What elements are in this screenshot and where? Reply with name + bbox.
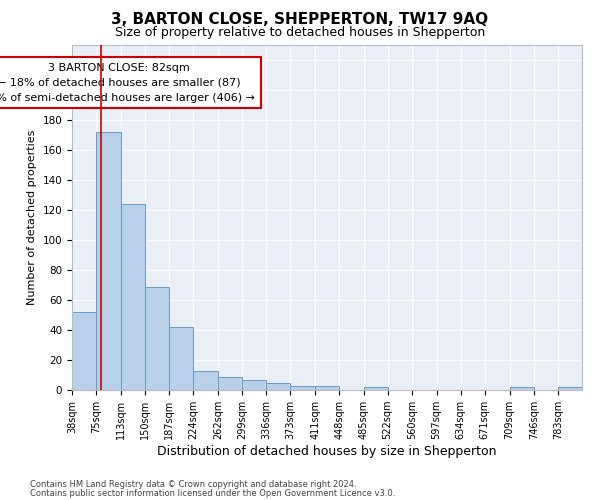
Bar [145, 286, 169, 390]
Bar [558, 387, 582, 390]
Text: Contains HM Land Registry data © Crown copyright and database right 2024.: Contains HM Land Registry data © Crown c… [30, 480, 356, 489]
Y-axis label: Number of detached properties: Number of detached properties [27, 130, 37, 305]
Bar [169, 327, 193, 390]
Bar [96, 132, 121, 390]
Bar [193, 370, 218, 390]
Bar [509, 387, 534, 390]
Text: Contains public sector information licensed under the Open Government Licence v3: Contains public sector information licen… [30, 488, 395, 498]
Bar [266, 382, 290, 390]
Bar [242, 380, 266, 390]
Bar [218, 376, 242, 390]
Bar [72, 312, 96, 390]
Text: 3 BARTON CLOSE: 82sqm  
← 18% of detached houses are smaller (87)
82% of semi-de: 3 BARTON CLOSE: 82sqm ← 18% of detached … [0, 63, 256, 102]
Text: 3, BARTON CLOSE, SHEPPERTON, TW17 9AQ: 3, BARTON CLOSE, SHEPPERTON, TW17 9AQ [112, 12, 488, 28]
Bar [315, 386, 340, 390]
X-axis label: Distribution of detached houses by size in Shepperton: Distribution of detached houses by size … [157, 445, 497, 458]
Bar [364, 387, 388, 390]
Bar [121, 204, 145, 390]
Bar [290, 386, 315, 390]
Text: Size of property relative to detached houses in Shepperton: Size of property relative to detached ho… [115, 26, 485, 39]
